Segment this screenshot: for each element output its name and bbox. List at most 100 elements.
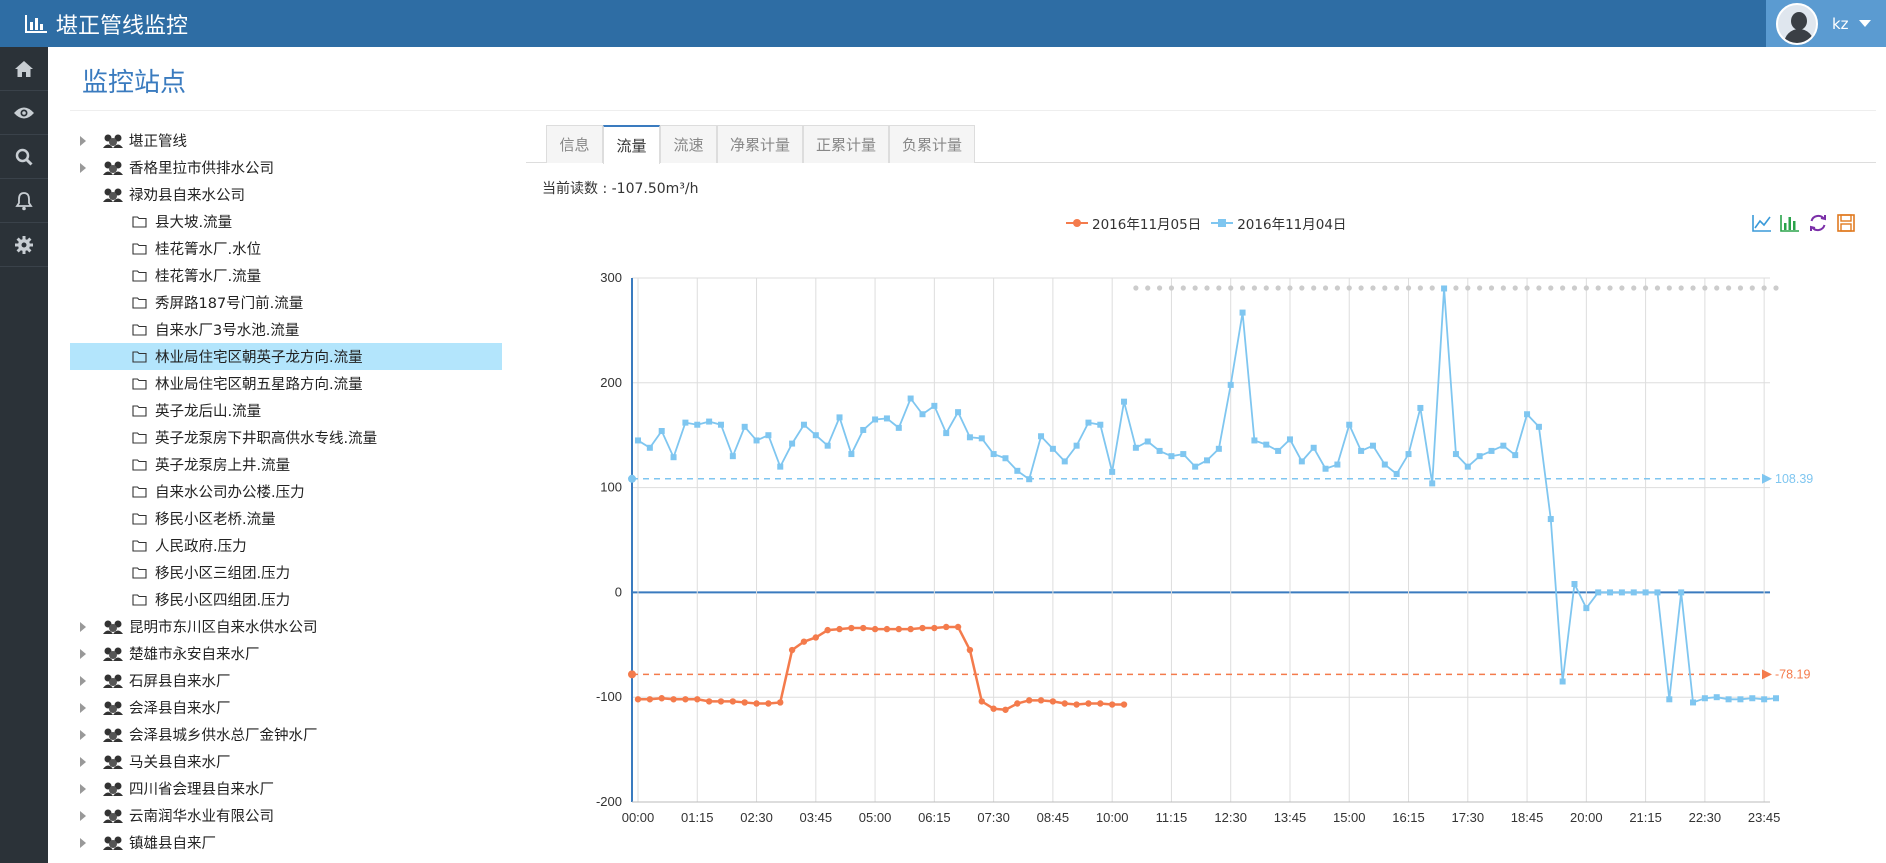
data-point [1358, 447, 1365, 454]
expand-icon[interactable] [80, 811, 86, 821]
expand-icon[interactable] [80, 784, 86, 794]
tab-flow[interactable]: 流量 [603, 125, 660, 164]
x-tick-label: 11:15 [1156, 810, 1188, 825]
tab-positive-total[interactable]: 正累计量 [803, 125, 889, 163]
tab-info[interactable]: 信息 [546, 125, 603, 163]
expand-icon[interactable] [80, 730, 86, 740]
tree-leaf[interactable]: 林业局住宅区朝英子龙方向.流量 [70, 343, 502, 370]
tab-velocity[interactable]: 流速 [660, 125, 717, 163]
data-point [1038, 433, 1045, 440]
data-point [1346, 421, 1353, 428]
folder-icon [132, 594, 147, 606]
tree-org-label: 会泽县自来水厂 [129, 701, 231, 717]
legend-item-series-2[interactable]: 2016年11月04日 [1211, 213, 1346, 233]
tree-org[interactable]: 四川省会理县自来水厂 [70, 775, 502, 802]
tree-org[interactable]: 马关县自来水厂 [70, 748, 502, 775]
missing-data-point [1251, 285, 1258, 291]
sidebar-item-search[interactable] [0, 135, 48, 179]
tab-net-total[interactable]: 净累计量 [717, 125, 803, 163]
sidebar-item-home[interactable] [0, 47, 48, 91]
tree-leaf[interactable]: 自来水公司办公楼.压力 [70, 478, 502, 505]
tab-negative-total[interactable]: 负累计量 [889, 125, 975, 163]
data-point [1452, 451, 1459, 458]
data-point [1085, 419, 1092, 426]
data-point [634, 696, 642, 703]
tree-leaf[interactable]: 移民小区四组团.压力 [70, 586, 502, 613]
data-point [1168, 453, 1175, 460]
data-point [966, 434, 973, 441]
data-point [729, 698, 737, 705]
user-menu[interactable]: kz [1766, 0, 1886, 47]
username: kz [1832, 14, 1849, 33]
tree-org-label: 堪正管线 [129, 134, 187, 150]
tree-leaf-label: 林业局住宅区朝英子龙方向.流量 [155, 350, 363, 366]
tab-bar: 信息 流量 流速 净累计量 正累计量 负累计量 [526, 125, 1876, 164]
legend-item-series-1[interactable]: 2016年11月05日 [1066, 213, 1201, 233]
tree-leaf[interactable]: 英子龙泵房上井.流量 [70, 451, 502, 478]
tree-org[interactable]: 昆明市东川区自来水供水公司 [70, 613, 502, 640]
tree-org[interactable]: 云南润华水业有限公司 [70, 802, 502, 829]
expand-icon[interactable] [80, 136, 86, 146]
save-image-button[interactable] [1832, 211, 1860, 235]
tree-leaf-label: 桂花箐水厂.流量 [155, 269, 262, 285]
tree-leaf[interactable]: 林业局住宅区朝五星路方向.流量 [70, 370, 502, 397]
expand-icon[interactable] [80, 703, 86, 713]
tree-org[interactable]: 香格里拉市供排水公司 [70, 154, 502, 181]
tree-leaf[interactable]: 秀屏路187号门前.流量 [70, 289, 502, 316]
tree-org[interactable]: 会泽县自来水厂 [70, 694, 502, 721]
bar-chart-button[interactable] [1776, 211, 1804, 235]
tree-leaf[interactable]: 移民小区三组团.压力 [70, 559, 502, 586]
x-tick-label: 21:15 [1629, 810, 1662, 825]
tree-leaf[interactable]: 自来水厂3号水池.流量 [70, 316, 502, 343]
tree-org[interactable]: 堪正管线 [70, 127, 502, 154]
tree-org[interactable]: 石屏县自来水厂 [70, 667, 502, 694]
missing-data-point [1702, 285, 1708, 291]
data-point [646, 696, 654, 703]
folder-icon [132, 513, 147, 525]
missing-data-point [1275, 285, 1281, 291]
tree-org[interactable]: 禄劝县自来水公司 [70, 181, 502, 208]
missing-data-point [1299, 285, 1305, 291]
page-title: 监控站点 [82, 68, 187, 98]
group-icon [103, 134, 123, 148]
data-point [848, 624, 855, 632]
expand-icon[interactable] [80, 676, 86, 686]
tree-leaf[interactable]: 桂花箐水厂.水位 [70, 235, 502, 262]
missing-data-point [1382, 285, 1388, 291]
expand-icon[interactable] [80, 622, 86, 632]
tree-org[interactable]: 镇雄县自来厂 [70, 829, 502, 856]
bell-icon [15, 191, 33, 210]
brand[interactable]: 堪正管线监控 [24, 0, 188, 47]
expand-icon[interactable] [80, 838, 86, 848]
tree-leaf[interactable]: 移民小区老桥.流量 [70, 505, 502, 532]
missing-data-point [1761, 285, 1767, 291]
tree-leaf[interactable]: 桂花箐水厂.流量 [70, 262, 502, 289]
expand-icon[interactable] [80, 163, 86, 173]
tree-leaf[interactable]: 人民政府.压力 [70, 532, 502, 559]
data-point [812, 432, 819, 439]
expand-icon[interactable] [80, 649, 86, 659]
group-icon [103, 188, 123, 202]
data-point [1725, 696, 1732, 703]
tree-org[interactable]: 楚雄市永安自来水厂 [70, 640, 502, 667]
missing-data-point [1311, 285, 1317, 291]
tree-leaf[interactable]: 英子龙后山.流量 [70, 397, 502, 424]
y-tick-label: 300 [600, 270, 622, 285]
data-point [824, 442, 831, 449]
group-icon [103, 782, 123, 796]
expand-icon[interactable] [80, 757, 86, 767]
data-point [1512, 452, 1519, 459]
data-point [1180, 451, 1187, 458]
tree-org[interactable]: 会泽县城乡供水总厂金钟水厂 [70, 721, 502, 748]
line-chart-button[interactable] [1748, 211, 1776, 235]
missing-data-point [1607, 285, 1613, 291]
tree-leaf[interactable]: 县大坡.流量 [70, 208, 502, 235]
sidebar-item-settings[interactable] [0, 223, 48, 267]
sidebar-item-alerts[interactable] [0, 179, 48, 223]
tree-leaf[interactable]: 英子龙泵房下井职高供水专线.流量 [70, 424, 502, 451]
data-point [836, 625, 843, 633]
data-point [1441, 285, 1448, 292]
tree-org-label: 四川省会理县自来水厂 [129, 782, 274, 798]
refresh-button[interactable] [1804, 211, 1832, 235]
sidebar-item-view[interactable] [0, 91, 48, 135]
